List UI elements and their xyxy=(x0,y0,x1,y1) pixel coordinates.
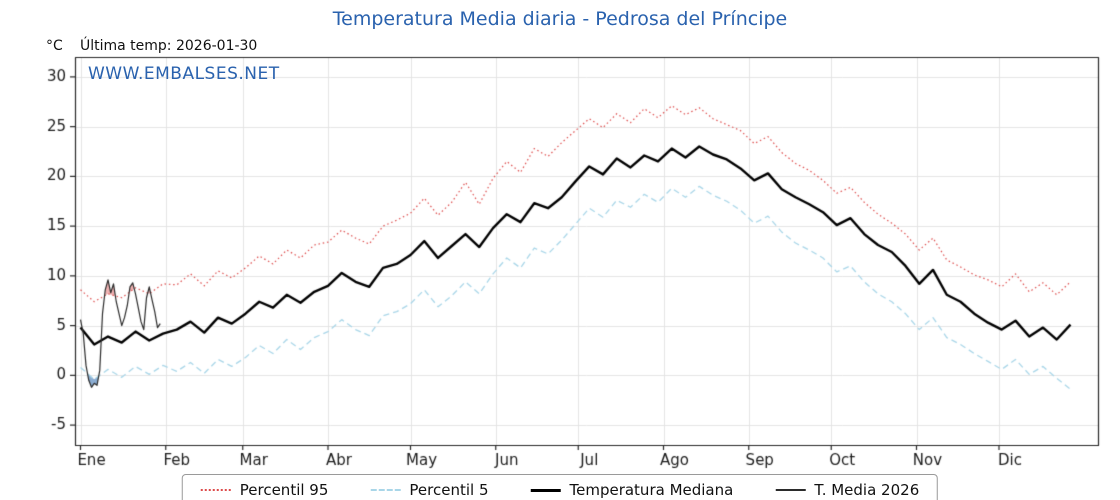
percentil95-line-sample-icon xyxy=(200,489,231,491)
percentil5-line-sample-icon xyxy=(370,489,401,491)
legend-item-media2026: T. Media 2026 xyxy=(775,481,919,499)
media2026-line-sample-icon xyxy=(775,489,806,491)
legend-label-percentil5: Percentil 5 xyxy=(409,481,489,499)
legend: Percentil 95 Percentil 5 Temperatura Med… xyxy=(181,474,939,500)
legend-item-percentil5: Percentil 5 xyxy=(370,481,488,499)
legend-label-mediana: Temperatura Mediana xyxy=(569,481,734,499)
legend-label-media2026: T. Media 2026 xyxy=(814,481,920,499)
legend-item-percentil95: Percentil 95 xyxy=(200,481,329,499)
legend-item-mediana: Temperatura Mediana xyxy=(530,481,733,499)
mediana-line-sample-icon xyxy=(530,488,561,492)
legend-label-percentil95: Percentil 95 xyxy=(239,481,329,499)
watermark: WWW.EMBALSES.NET xyxy=(88,64,280,84)
